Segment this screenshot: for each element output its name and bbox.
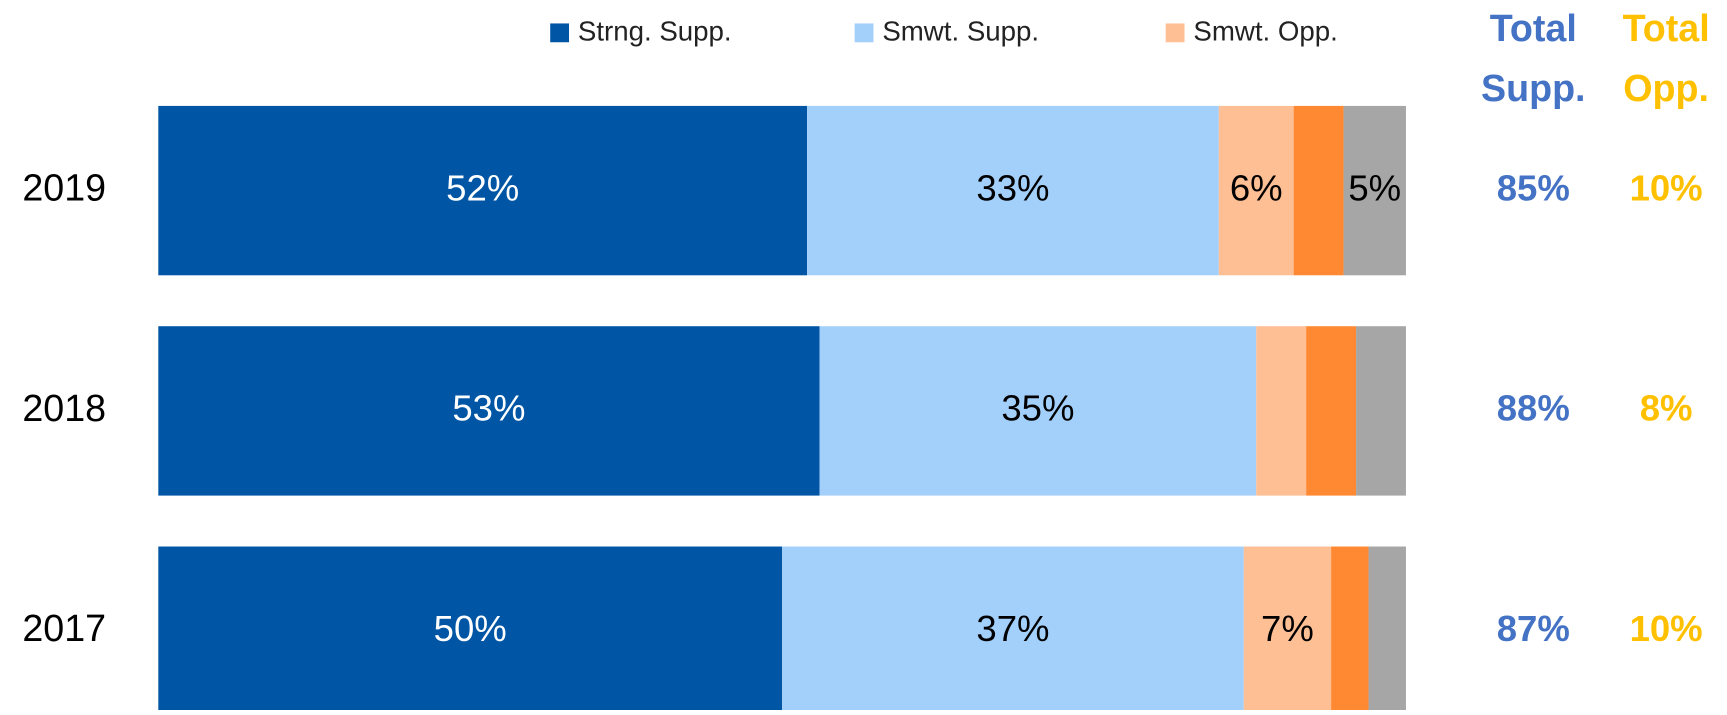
total-value: 85% bbox=[1497, 167, 1570, 208]
bar-segment bbox=[1343, 105, 1406, 276]
data-label: 53% bbox=[452, 388, 525, 429]
category-label: 2017 bbox=[22, 607, 106, 649]
data-label: 50% bbox=[434, 608, 507, 649]
data-label: 6% bbox=[1230, 167, 1283, 208]
bar-segment bbox=[782, 546, 1244, 715]
total-value: 10% bbox=[1630, 608, 1703, 649]
total-header: Supp. bbox=[1481, 67, 1586, 109]
data-label: 7% bbox=[1261, 608, 1314, 649]
bar-segment bbox=[1243, 546, 1332, 715]
data-label: 5% bbox=[1348, 167, 1401, 208]
bar-segment bbox=[1356, 326, 1406, 496]
total-value: 10% bbox=[1630, 167, 1703, 208]
total-value: 8% bbox=[1640, 388, 1693, 429]
legend-swatch bbox=[854, 23, 874, 43]
bar-segment bbox=[1306, 326, 1357, 496]
legend-swatch bbox=[1165, 23, 1185, 43]
total-header: Total bbox=[1490, 7, 1577, 49]
bar-segment bbox=[158, 105, 808, 276]
data-label: 33% bbox=[976, 167, 1049, 208]
legend-label: Strng. Supp. bbox=[578, 16, 732, 47]
total-value: 87% bbox=[1497, 608, 1570, 649]
category-label: 2019 bbox=[22, 167, 106, 209]
total-header: Opp. bbox=[1623, 67, 1709, 109]
bar-segment bbox=[158, 326, 820, 496]
bar-segment bbox=[1331, 546, 1369, 715]
legend-label: Smwt. Supp. bbox=[882, 16, 1039, 47]
legend-swatch bbox=[550, 23, 570, 43]
bar-segment bbox=[807, 105, 1219, 276]
bar-segment bbox=[1218, 105, 1294, 276]
bar-segment bbox=[158, 546, 783, 715]
data-label: 37% bbox=[976, 608, 1049, 649]
total-value: 88% bbox=[1497, 388, 1570, 429]
bar-segment bbox=[1293, 105, 1344, 276]
category-label: 2018 bbox=[22, 387, 106, 429]
total-header: Total bbox=[1623, 7, 1710, 49]
data-label: 35% bbox=[1001, 388, 1074, 429]
legend-label: Smwt. Opp. bbox=[1193, 16, 1337, 47]
data-label: 52% bbox=[446, 167, 519, 208]
bar-segment bbox=[819, 326, 1257, 496]
bar-segment bbox=[1256, 326, 1307, 496]
bar-segment bbox=[1368, 546, 1406, 715]
